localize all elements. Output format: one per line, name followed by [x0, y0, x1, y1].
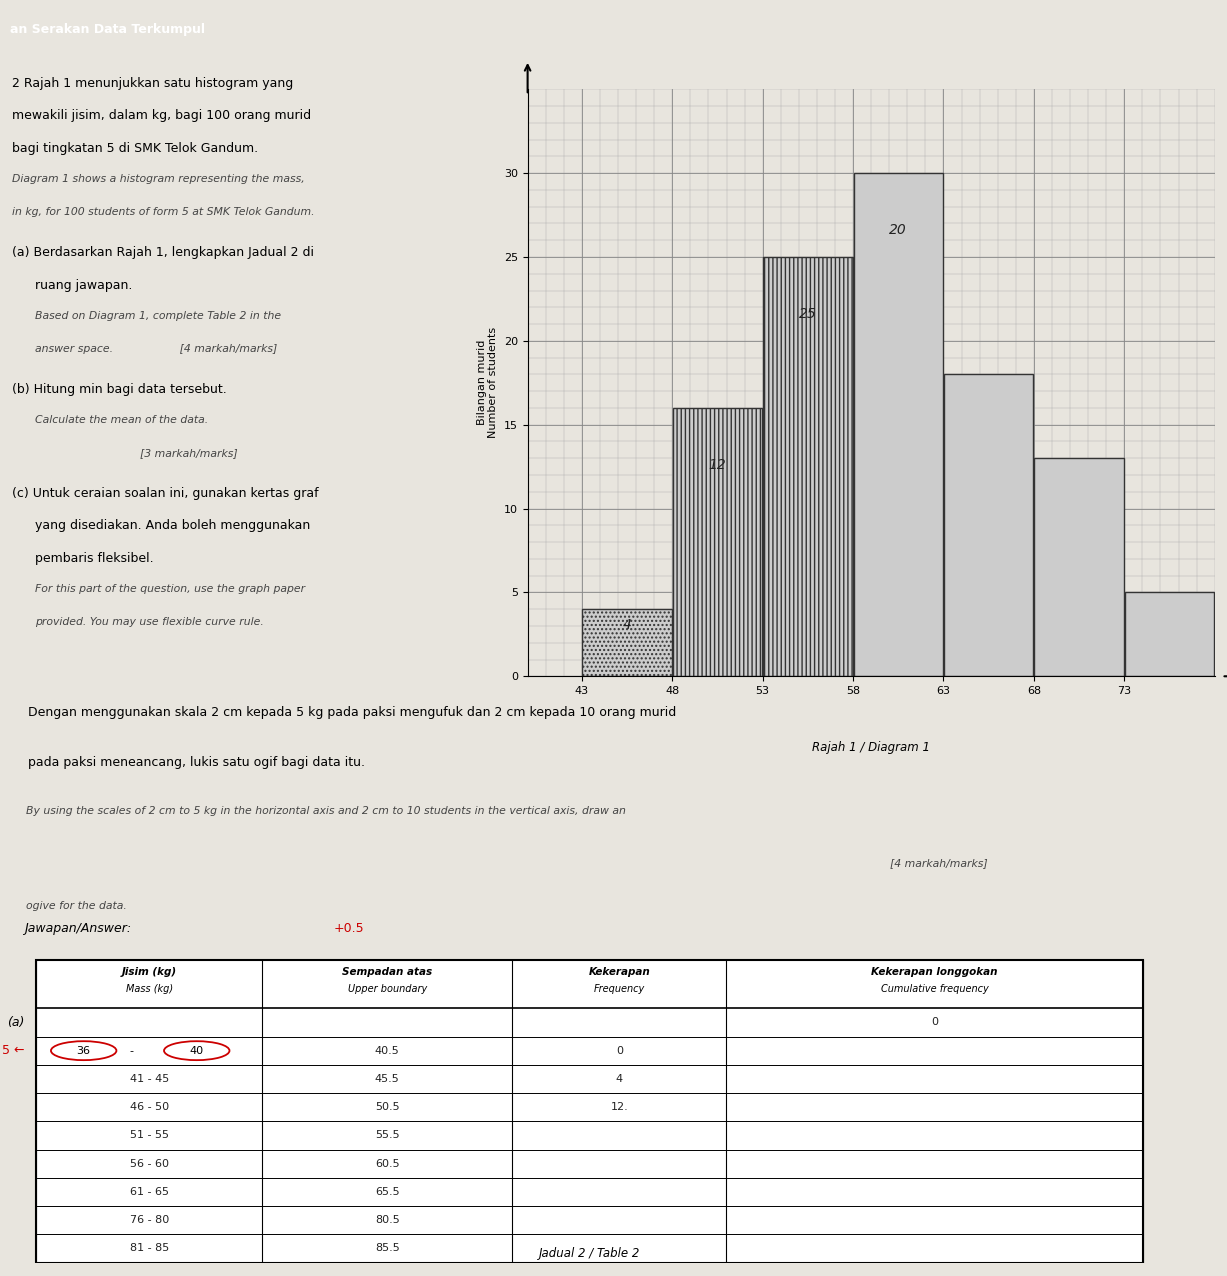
Text: 41 - 45: 41 - 45 [130, 1074, 169, 1083]
Text: Kekerapan longgokan: Kekerapan longgokan [871, 967, 998, 977]
Text: Jawapan/Answer:: Jawapan/Answer: [25, 923, 131, 935]
Text: Upper boundary: Upper boundary [347, 984, 427, 994]
Text: 4: 4 [622, 618, 632, 632]
Text: +0.5: +0.5 [334, 923, 364, 935]
Text: Cumulative frequency: Cumulative frequency [881, 984, 989, 994]
Text: 61 - 65: 61 - 65 [130, 1187, 168, 1197]
Text: Rajah 1 / Diagram 1: Rajah 1 / Diagram 1 [812, 741, 930, 754]
Bar [944, 374, 1033, 676]
Text: (a): (a) [7, 1016, 25, 1028]
Text: For this part of the question, use the graph paper: For this part of the question, use the g… [34, 584, 306, 595]
Text: Jadual 2 / Table 2: Jadual 2 / Table 2 [539, 1247, 640, 1259]
Text: 50.5: 50.5 [375, 1102, 400, 1113]
Text: Calculate the mean of the data.: Calculate the mean of the data. [34, 415, 209, 425]
Text: an Serakan Data Terkumpul: an Serakan Data Terkumpul [10, 23, 205, 36]
Text: [4 markah/marks]: [4 markah/marks] [890, 857, 988, 868]
Bar [1125, 592, 1215, 676]
Text: Based on Diagram 1, complete Table 2 in the: Based on Diagram 1, complete Table 2 in … [34, 311, 281, 322]
Text: pembaris fleksibel.: pembaris fleksibel. [34, 551, 153, 565]
Text: 4: 4 [616, 1074, 623, 1083]
Text: 80.5: 80.5 [374, 1215, 400, 1225]
Text: Dengan menggunakan skala 2 cm kepada 5 kg pada paksi mengufuk dan 2 cm kepada 10: Dengan menggunakan skala 2 cm kepada 5 k… [12, 706, 676, 720]
Text: Sempadan atas: Sempadan atas [342, 967, 432, 977]
Text: 2 Rajah 1 menunjukkan satu histogram yang: 2 Rajah 1 menunjukkan satu histogram yan… [12, 77, 293, 89]
Text: 40.5: 40.5 [374, 1045, 400, 1055]
Text: pada paksi meneancang, lukis satu ogif bagi data itu.: pada paksi meneancang, lukis satu ogif b… [12, 755, 366, 769]
Text: 36: 36 [76, 1045, 91, 1055]
Text: yang disediakan. Anda boleh menggunakan: yang disediakan. Anda boleh menggunakan [34, 519, 310, 532]
Text: Frequency: Frequency [594, 984, 645, 994]
Text: (b) Hitung min bagi data tersebut.: (b) Hitung min bagi data tersebut. [12, 383, 227, 396]
Text: (c) Untuk ceraian soalan ini, gunakan kertas graf: (c) Untuk ceraian soalan ini, gunakan ke… [12, 487, 319, 500]
Text: -: - [129, 1045, 134, 1055]
Text: [3 markah/marks]: [3 markah/marks] [34, 448, 238, 458]
Text: 45.5: 45.5 [374, 1074, 400, 1083]
Text: provided. You may use flexible curve rule.: provided. You may use flexible curve rul… [34, 616, 264, 627]
Text: Mass (kg): Mass (kg) [125, 984, 173, 994]
Bar [854, 174, 944, 676]
Text: 12.: 12. [610, 1102, 628, 1113]
Bar [583, 609, 672, 676]
Text: ruang jawapan.: ruang jawapan. [34, 278, 133, 291]
Text: Diagram 1 shows a histogram representing the mass,: Diagram 1 shows a histogram representing… [12, 175, 306, 185]
Y-axis label: Bilangan murid
Number of students: Bilangan murid Number of students [476, 327, 498, 439]
Bar [36, 960, 1142, 1262]
Text: 55.5: 55.5 [375, 1131, 400, 1141]
Bar [763, 256, 853, 676]
Text: bagi tingkatan 5 di SMK Telok Gandum.: bagi tingkatan 5 di SMK Telok Gandum. [12, 142, 259, 154]
Bar [672, 408, 762, 676]
Text: 65.5: 65.5 [375, 1187, 400, 1197]
Text: 0: 0 [931, 1017, 939, 1027]
Text: 40: 40 [190, 1045, 204, 1055]
Text: By using the scales of 2 cm to 5 kg in the horizontal axis and 2 cm to 10 studen: By using the scales of 2 cm to 5 kg in t… [12, 806, 626, 815]
Text: 76 - 80: 76 - 80 [130, 1215, 169, 1225]
Text: 56 - 60: 56 - 60 [130, 1159, 168, 1169]
Text: Kekerapan: Kekerapan [589, 967, 650, 977]
Text: (a) Berdasarkan Rajah 1, lengkapkan Jadual 2 di: (a) Berdasarkan Rajah 1, lengkapkan Jadu… [12, 246, 314, 259]
Text: 5 ←: 5 ← [1, 1044, 25, 1058]
Text: 46 - 50: 46 - 50 [130, 1102, 168, 1113]
Text: 12: 12 [709, 458, 726, 472]
Text: 0: 0 [616, 1045, 623, 1055]
Text: Jisim (kg): Jisim (kg) [121, 967, 177, 977]
Text: 81 - 85: 81 - 85 [130, 1243, 169, 1253]
Bar [1034, 458, 1124, 676]
Text: 25: 25 [799, 308, 817, 322]
Text: answer space.                   [4 markah/marks]: answer space. [4 markah/marks] [34, 343, 277, 353]
Text: mewakili jisim, dalam kg, bagi 100 orang murid: mewakili jisim, dalam kg, bagi 100 orang… [12, 110, 312, 122]
Text: 51 - 55: 51 - 55 [130, 1131, 168, 1141]
Text: 20: 20 [890, 223, 907, 237]
Text: ogive for the data.: ogive for the data. [12, 901, 128, 911]
Text: in kg, for 100 students of form 5 at SMK Telok Gandum.: in kg, for 100 students of form 5 at SMK… [12, 207, 315, 217]
Text: 85.5: 85.5 [374, 1243, 400, 1253]
Text: 60.5: 60.5 [375, 1159, 400, 1169]
